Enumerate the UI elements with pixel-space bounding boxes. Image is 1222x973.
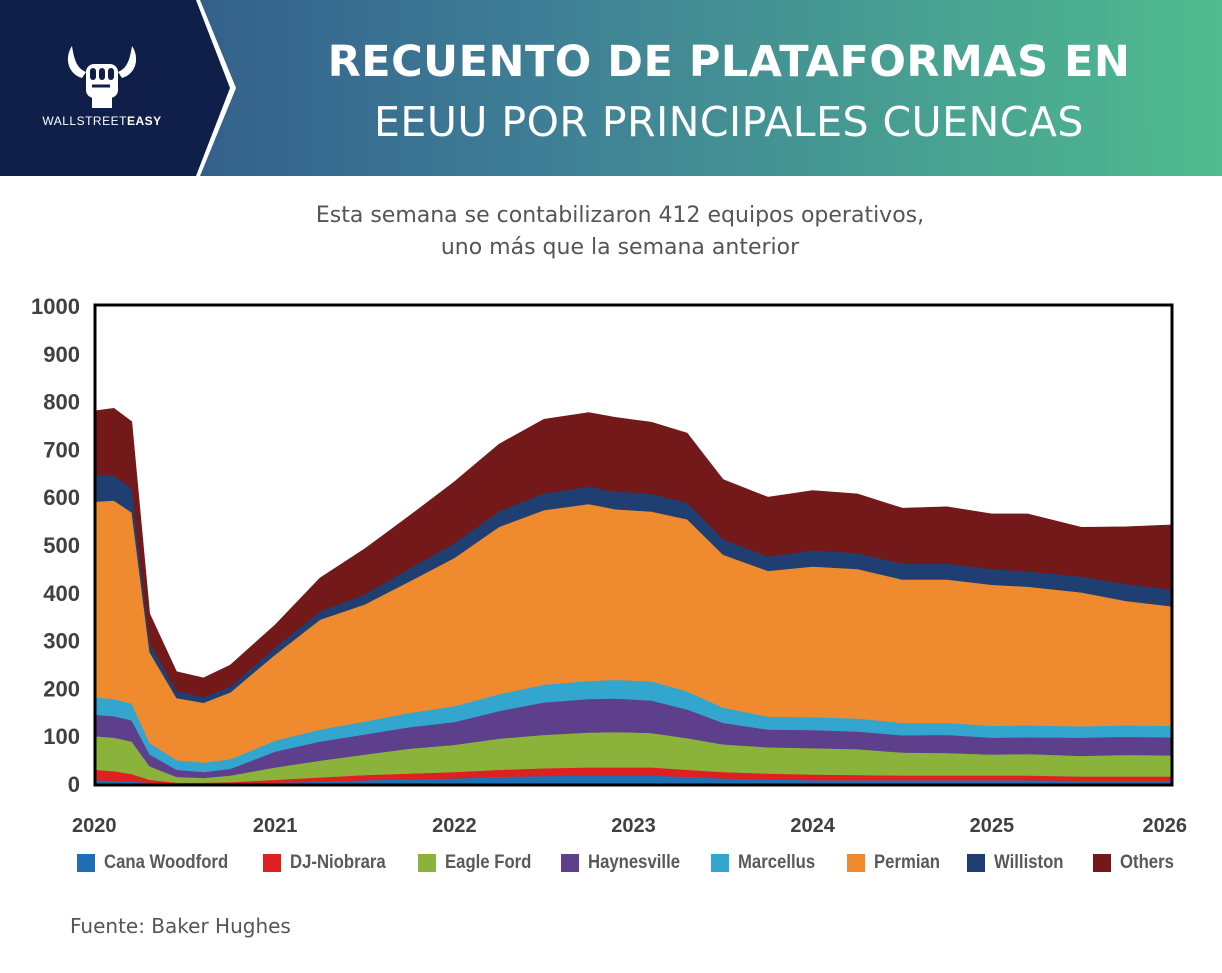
subtitle-line1: Esta semana se contabilizaron 412 equipo…	[315, 203, 925, 228]
y-tick-label: 700	[43, 437, 80, 462]
legend-swatch	[77, 854, 95, 872]
legend-item: DJ-Niobrara	[263, 850, 399, 876]
subtitle-line2: uno más que la semana anterior	[440, 235, 800, 260]
legend-item: Others	[1093, 850, 1181, 876]
chart-subtitle: Esta semana se contabilizaron 412 equipo…	[0, 200, 1222, 264]
source-note: Fuente: Baker Hughes	[70, 914, 291, 938]
y-axis-ticks: 0 100 200 300 400 500 600 700 800 900 1000	[31, 294, 80, 797]
legend-swatch	[847, 854, 865, 872]
chart-areas	[95, 407, 1172, 785]
x-tick-label: 2020	[72, 815, 117, 837]
legend-label: Williston	[994, 852, 1064, 873]
y-tick-label: 0	[68, 772, 80, 797]
legend-swatch	[418, 854, 436, 872]
brand-light: WALLSTREET	[42, 114, 127, 128]
bull-horns-fist-icon	[67, 46, 137, 108]
x-tick-label: 2023	[611, 815, 656, 837]
brand-bold: EASY	[126, 114, 162, 128]
header-banner: WALLSTREETEASY RECUENTO DE PLATAFORMAS E…	[0, 0, 1222, 176]
page-title-line2: EEUU POR PRINCIPALES CUENCAS	[374, 98, 1084, 146]
legend-swatch	[1093, 854, 1111, 872]
x-tick-label: 2021	[253, 815, 298, 837]
x-tick-label: 2022	[432, 815, 477, 837]
legend-item: Haynesville	[561, 850, 693, 876]
y-tick-label: 600	[43, 485, 80, 510]
x-axis-ticks: 2020 2021 2022 2023 2024 2025 2026	[72, 815, 1187, 837]
y-tick-label: 200	[43, 676, 80, 701]
legend-swatch	[561, 854, 579, 872]
legend-item: Permian	[847, 850, 949, 876]
brand-wordmark: WALLSTREETEASY	[0, 114, 204, 128]
page-title-line1: RECUENTO DE PLATAFORMAS EN	[327, 37, 1131, 87]
x-tick-label: 2025	[970, 815, 1015, 837]
legend-label: DJ-Niobrara	[290, 852, 386, 873]
y-tick-label: 400	[43, 581, 80, 606]
legend-label: Marcellus	[738, 852, 816, 873]
legend-item: Eagle Ford	[418, 850, 543, 876]
legend-label: Haynesville	[588, 852, 681, 873]
legend-label: Cana Woodford	[104, 852, 229, 873]
y-tick-label: 800	[43, 390, 80, 415]
x-tick-label: 2024	[790, 815, 835, 837]
legend-swatch	[263, 854, 281, 872]
legend-label: Others	[1120, 852, 1174, 873]
legend-swatch	[967, 854, 985, 872]
legend-label: Permian	[874, 852, 940, 873]
legend-item: Cana Woodford	[77, 850, 245, 876]
y-tick-label: 1000	[31, 294, 80, 319]
y-tick-label: 300	[43, 629, 80, 654]
y-tick-label: 900	[43, 342, 80, 367]
chart-legend: Cana Woodford DJ-Niobrara Eagle Ford Haynes…	[0, 850, 1222, 876]
y-tick-label: 500	[43, 533, 80, 558]
legend-item: Williston	[967, 850, 1073, 876]
legend-item: Marcellus	[711, 850, 826, 876]
x-tick-label: 2026	[1143, 815, 1188, 837]
plot-frame	[93, 303, 1174, 787]
legend-swatch	[711, 854, 729, 872]
y-tick-label: 100	[43, 724, 80, 749]
legend-label: Eagle Ford	[445, 852, 532, 873]
